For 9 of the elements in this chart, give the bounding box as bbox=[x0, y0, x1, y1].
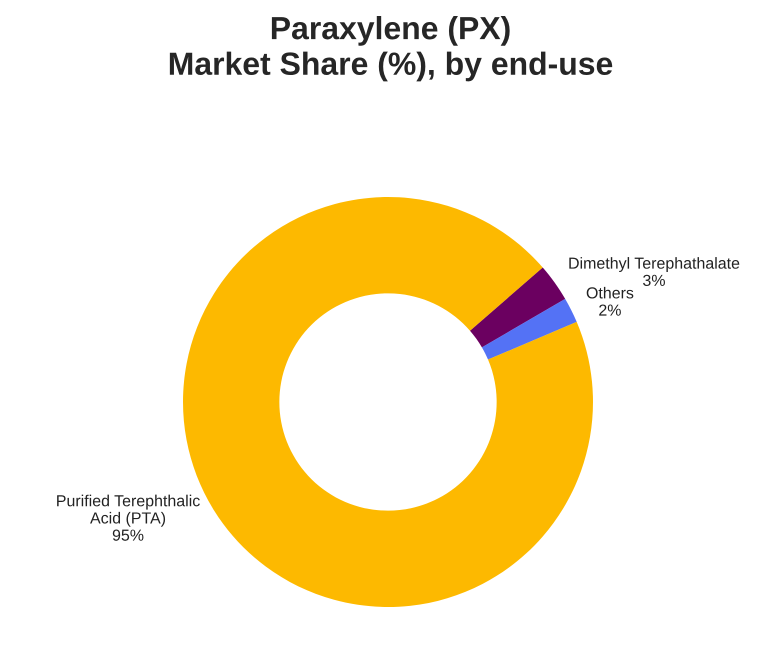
chart-title: Paraxylene (PX) Market Share (%), by end-use bbox=[170, 16, 612, 82]
donut-slice bbox=[470, 268, 566, 348]
slice-label: Dimethyl Terephathalate bbox=[569, 257, 740, 272]
slice-label: Others bbox=[586, 286, 634, 299]
donut-slice bbox=[482, 298, 577, 360]
data-label: 2% bbox=[599, 304, 621, 316]
data-label: 3% bbox=[643, 274, 665, 286]
data-label: 95% bbox=[112, 530, 144, 541]
slice-label: Purified Terephthalic Acid (PTA) bbox=[57, 494, 200, 527]
